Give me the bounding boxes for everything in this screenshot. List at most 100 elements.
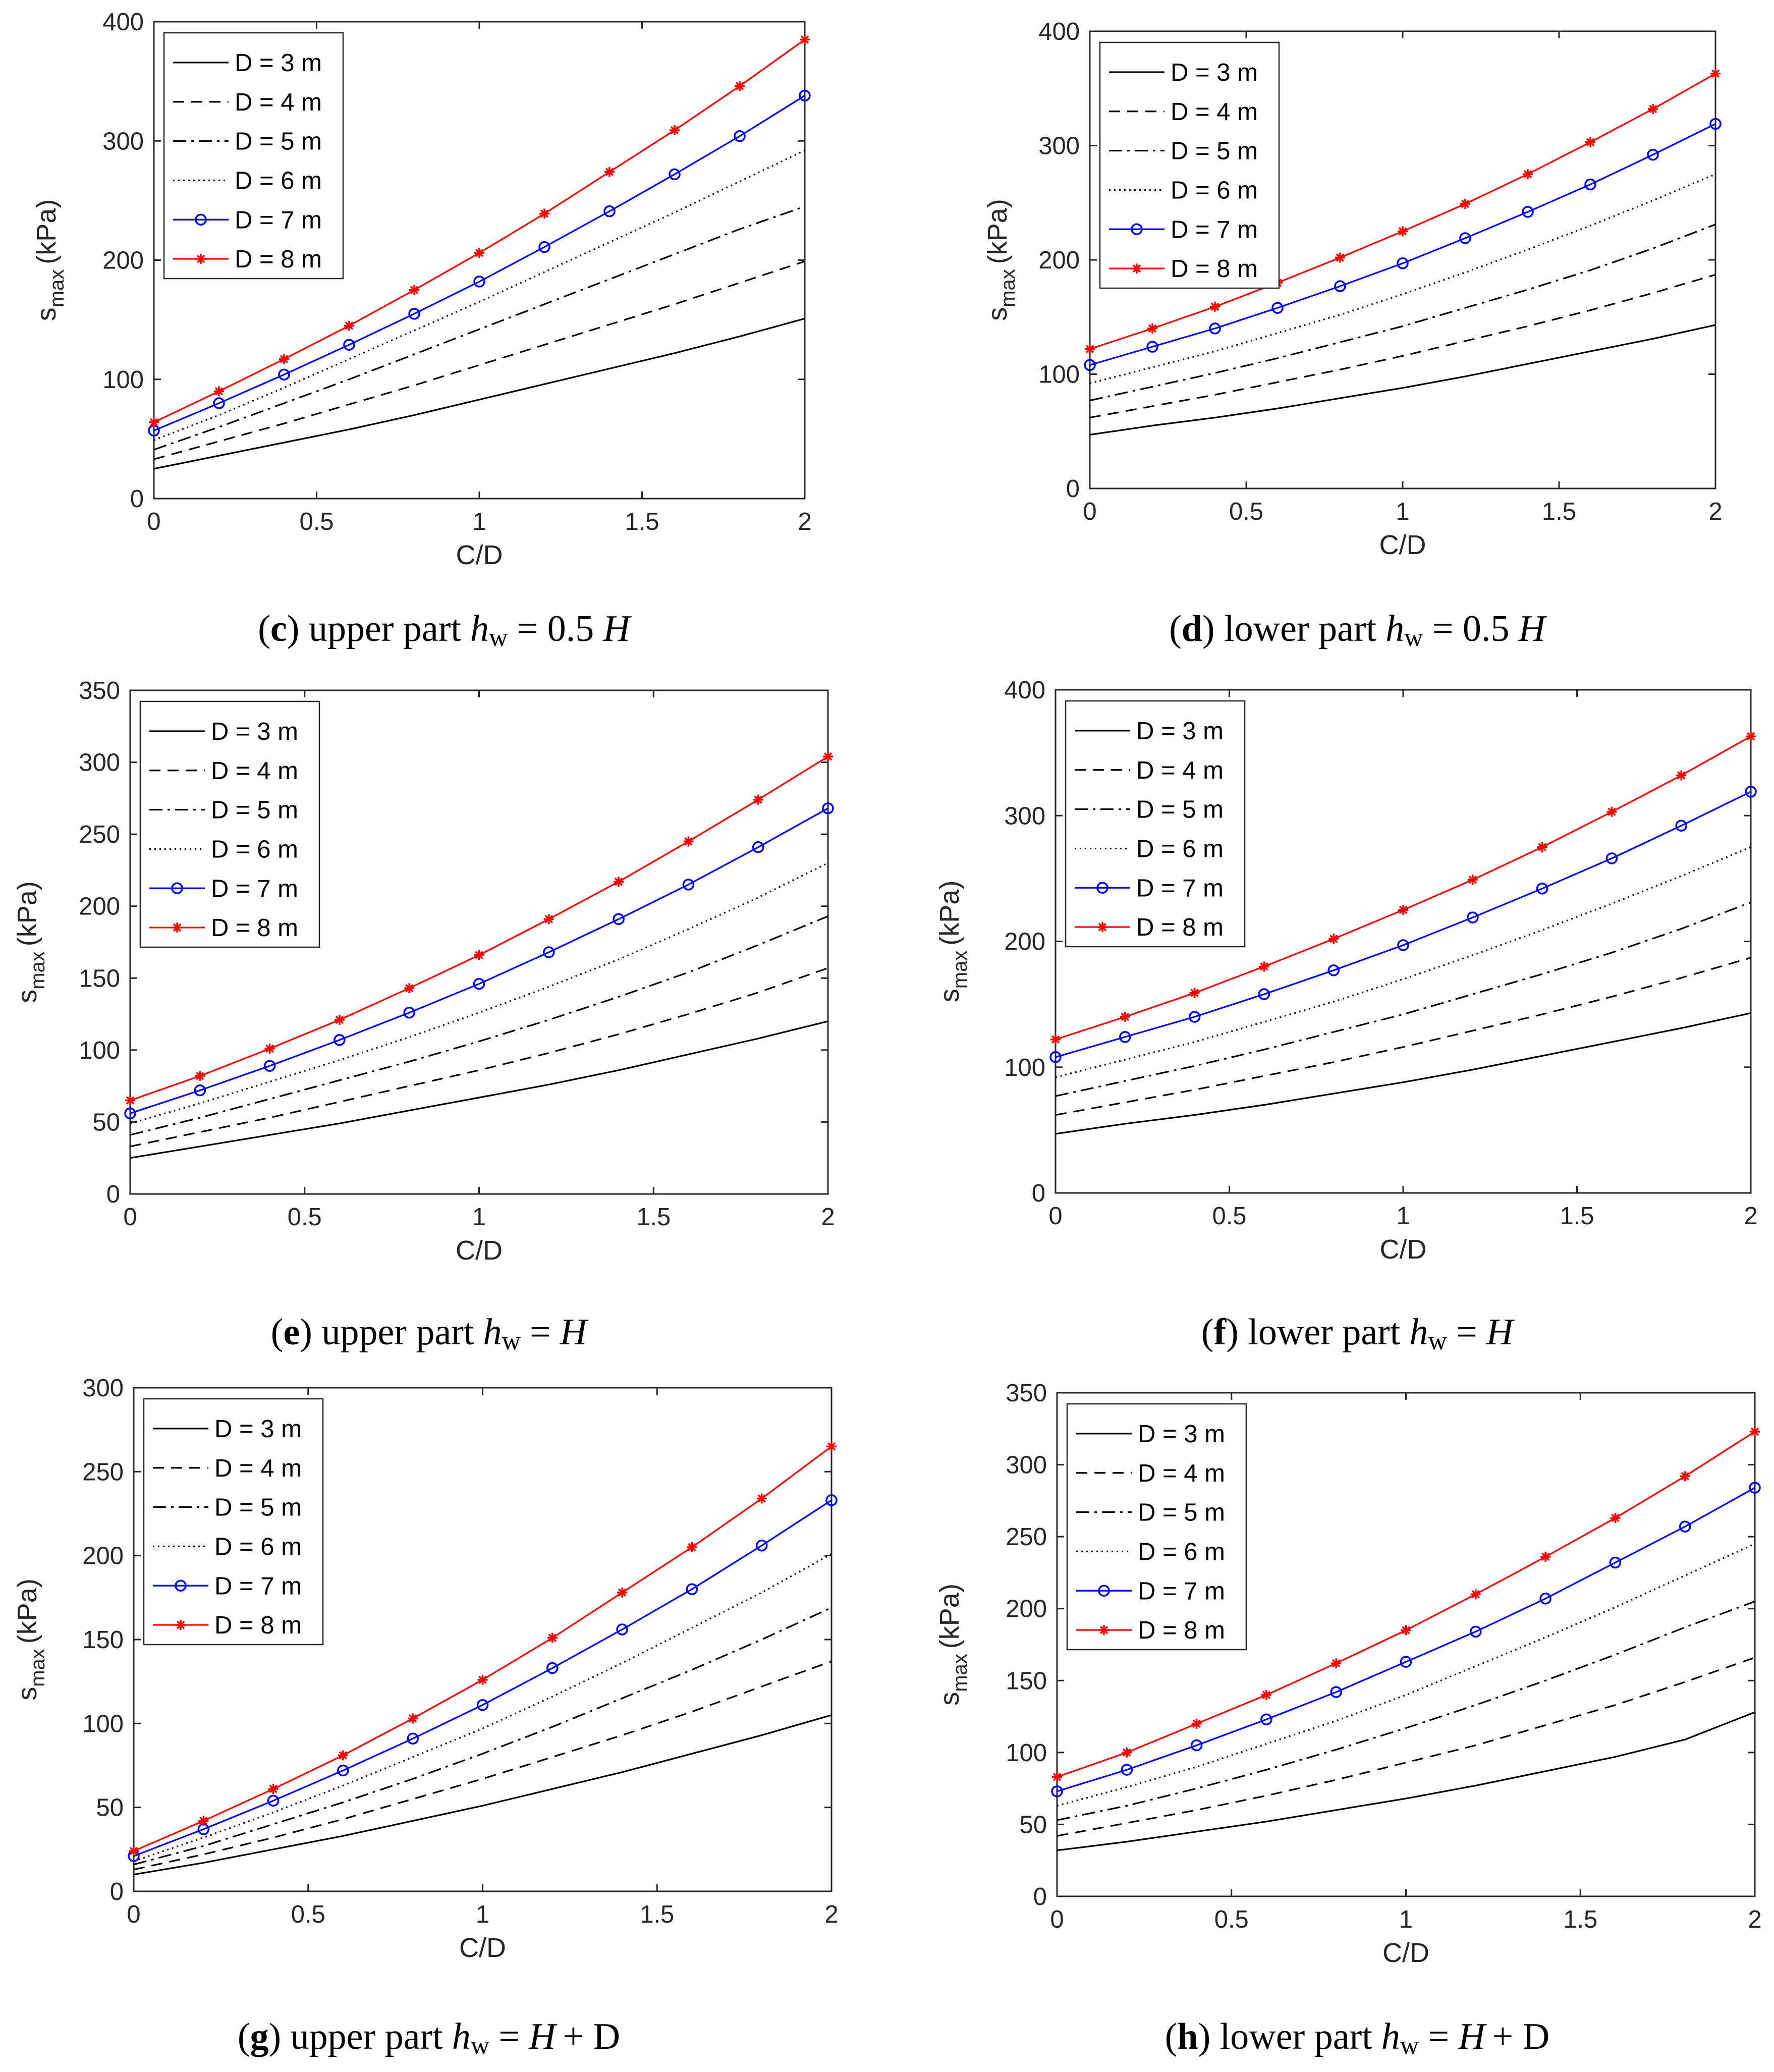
y-label-main: s [982,307,1013,321]
legend-label: D = 3 m [1136,718,1224,745]
panel-d: 0 0.5 1 1.5 2 0 100 200 300 400 C/D smax (kPa) D = 3 … [982,18,1723,560]
series-line [130,915,828,1136]
legend-marker [1131,223,1143,235]
legend-marker [1096,882,1108,894]
x-tick-label: 0 [1048,1203,1062,1230]
data-point [1709,118,1722,130]
series-4 [133,1553,832,1862]
series-line [153,260,805,460]
legend-marker [171,882,183,894]
caption-paren-close: ) [269,2016,291,2057]
data-point [1147,323,1157,334]
legend-label: D = 3 m [1171,59,1258,86]
caption-paren-open: ( [258,608,270,649]
y-tick-label: 200 [102,247,144,275]
data-point [198,1816,209,1826]
caption-tail: H [1486,1312,1515,1353]
data-point [1539,1593,1551,1605]
legend-marker [1099,1625,1109,1635]
y-axis-label: smax (kPa) [934,1584,971,1706]
x-tick-label: 1.5 [1560,1203,1594,1230]
series-line [1089,324,1716,436]
legend-label: D = 4 m [1138,1460,1225,1487]
legend-marker [176,1620,186,1630]
legend-marker [172,922,182,933]
data-point [670,125,680,135]
legend-label: D = 5 m [1171,138,1258,165]
data-point [1331,1658,1342,1669]
y-label-main: s [934,989,965,1002]
data-point [753,794,763,805]
data-point [825,1494,838,1506]
data-point [1122,1747,1132,1758]
data-point [1398,226,1408,237]
legend-box [1065,700,1246,948]
caption-tail2: + D [1492,2016,1550,2057]
y-tick-label: 200 [1004,929,1045,956]
data-point [1146,341,1158,353]
y-tick-label: 0 [110,1878,124,1905]
data-point [338,1750,348,1761]
data-point [1584,178,1596,191]
caption-expr: = [1428,2016,1449,2057]
data-point [614,877,624,887]
y-tick-label: 300 [1004,802,1045,830]
legend-box [139,700,320,948]
caption-letter: h [1177,2016,1198,2057]
data-point [1210,301,1220,312]
y-label-main: s [12,990,42,1003]
legend: D = 3 m D = 4 m D = 5 m D = 6 m D = 7 m D = 8… [1065,700,1246,948]
data-point [1470,1589,1481,1600]
data-point [755,1539,768,1552]
x-tick-label: 2 [1744,1203,1757,1230]
data-point [1523,169,1533,180]
y-tick-label: 50 [92,1109,120,1136]
series-line [133,1607,832,1866]
y-tick-label: 200 [79,893,120,920]
data-point [474,950,484,960]
legend-label: D = 4 m [1171,98,1258,126]
x-tick-label: 0.5 [1229,498,1263,525]
series-2 [1055,957,1751,1116]
series-1 [1057,1711,1755,1851]
data-point [686,1583,698,1595]
legend-marker [1097,922,1107,933]
caption-tail: H [1458,2016,1487,2057]
data-point [1745,786,1757,798]
x-tick-label: 0.5 [299,508,334,535]
data-point [826,1441,837,1452]
x-tick-label: 1 [476,1901,489,1928]
data-point [604,167,615,177]
data-point [473,276,485,288]
y-label-unit: (kPa) [934,1584,965,1649]
series-1 [1055,1012,1751,1135]
data-point [669,168,681,181]
caption-h: h [452,2016,471,2057]
caption-paren-open: ( [1169,608,1182,649]
series-line [153,95,805,431]
panel-c: 0 0.5 1 1.5 2 0 100 200 300 400 C/D smax (kPa) D = 3 … [31,9,812,570]
series-6 [149,34,810,427]
data-point [263,1060,276,1072]
caption-letter: e [283,1312,300,1353]
series-6 [1085,68,1721,354]
y-axis-label: smax (kPa) [31,199,68,321]
caption-w: w [1400,2031,1419,2060]
data-point [408,308,420,320]
data-point [343,339,355,351]
x-tick-label: 0.5 [291,1901,325,1928]
legend-label: D = 5 m [1136,796,1224,824]
y-label-sub: max [27,1649,49,1687]
legend-label: D = 8 m [211,914,298,942]
data-point [1470,1625,1482,1638]
series-3 [130,915,828,1136]
series-6 [125,751,833,1106]
caption-h: h [470,608,489,649]
y-tick-label: 0 [1066,475,1080,503]
data-point [823,751,833,762]
data-point [1537,842,1547,852]
data-point [616,1623,628,1635]
series-5 [128,1494,838,1862]
y-tick-label: 200 [1006,1596,1047,1623]
data-point [334,1034,346,1046]
